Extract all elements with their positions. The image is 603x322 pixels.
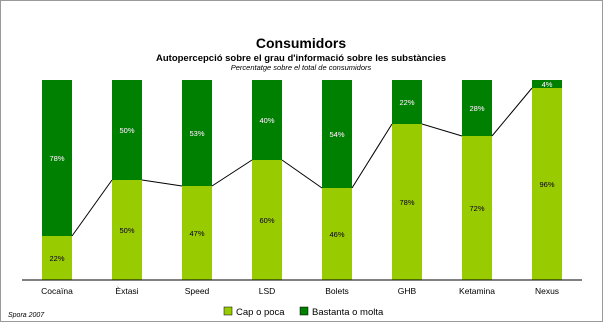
data-label-bastanta-o-molta-extasi: 50% bbox=[119, 126, 134, 135]
bar-cap-o-poca-ketamina bbox=[462, 136, 492, 280]
chart-note: Percentatge sobre el total de consumidor… bbox=[231, 63, 372, 72]
bar-bastanta-o-molta-ghb bbox=[392, 80, 422, 124]
legend-swatch-cap-o-poca bbox=[223, 306, 233, 316]
connector-line-lsd-bolets bbox=[281, 159, 323, 189]
bar-bastanta-o-molta-nexus bbox=[532, 80, 562, 88]
data-label-bastanta-o-molta-nexus: 4% bbox=[542, 80, 553, 89]
bar-cap-o-poca-extasi bbox=[112, 180, 142, 280]
bar-cap-o-poca-ghb bbox=[392, 124, 422, 280]
x-tick-label-speed: Speed bbox=[185, 286, 210, 296]
data-label-cap-o-poca-lsd: 60% bbox=[259, 216, 274, 225]
data-label-cap-o-poca-ketamina: 72% bbox=[469, 204, 484, 213]
connector-line-extasi-speed bbox=[141, 179, 183, 187]
data-label-bastanta-o-molta-cocaina: 78% bbox=[49, 154, 64, 163]
bar-bastanta-o-molta-cocaina bbox=[42, 80, 72, 236]
connector-line-ketamina-nexus bbox=[491, 87, 533, 137]
bar-cap-o-poca-nexus bbox=[532, 88, 562, 280]
chart-title: Consumidors bbox=[256, 35, 346, 51]
legend: Cap o poca Bastanta o molta bbox=[223, 306, 384, 318]
x-tick-label-lsd: LSD bbox=[259, 286, 276, 296]
data-label-bastanta-o-molta-ketamina: 28% bbox=[469, 104, 484, 113]
x-tick-label-ghb: GHB bbox=[398, 286, 417, 296]
x-tick-label-extasi: Èxtasi bbox=[115, 286, 138, 296]
source-note: Spora 2007 bbox=[8, 312, 45, 319]
bar-cap-o-poca-lsd bbox=[252, 160, 282, 280]
x-tick-label-bolets: Bolets bbox=[325, 286, 349, 296]
data-label-cap-o-poca-cocaina: 22% bbox=[49, 254, 64, 263]
data-label-cap-o-poca-ghb: 78% bbox=[399, 198, 414, 207]
connector-line-cocaina-extasi bbox=[71, 179, 113, 237]
connector-line-ghb-ketamina bbox=[421, 123, 463, 137]
legend-label-cap-o-poca: Cap o poca bbox=[236, 307, 285, 318]
connector-line-bolets-ghb bbox=[351, 123, 393, 189]
data-label-cap-o-poca-extasi: 50% bbox=[119, 226, 134, 235]
x-tick-label-ketamina: Ketamina bbox=[459, 286, 495, 296]
bar-bastanta-o-molta-lsd bbox=[252, 80, 282, 160]
data-label-bastanta-o-molta-ghb: 22% bbox=[399, 98, 414, 107]
bar-bastanta-o-molta-ketamina bbox=[462, 80, 492, 136]
plot-area: 22% 78% Cocaïna 50% 50% Èxtasi 47% 53% Speed 60% 4… bbox=[41, 80, 562, 296]
bar-cap-o-poca-cocaina bbox=[42, 236, 72, 280]
connector-line-speed-lsd bbox=[211, 159, 253, 187]
bar-cap-o-poca-bolets bbox=[322, 188, 352, 280]
x-tick-label-cocaina: Cocaïna bbox=[41, 286, 73, 296]
bar-bastanta-o-molta-bolets bbox=[322, 80, 352, 188]
legend-swatch-bastanta-o-molta bbox=[299, 306, 309, 316]
data-label-cap-o-poca-nexus: 96% bbox=[539, 180, 554, 189]
x-tick-label-nexus: Nexus bbox=[535, 286, 559, 296]
data-label-bastanta-o-molta-speed: 53% bbox=[189, 129, 204, 138]
bar-cap-o-poca-speed bbox=[182, 186, 212, 280]
data-label-cap-o-poca-bolets: 46% bbox=[329, 230, 344, 239]
data-label-cap-o-poca-speed: 47% bbox=[189, 229, 204, 238]
legend-label-bastanta-o-molta: Bastanta o molta bbox=[312, 307, 384, 318]
data-label-bastanta-o-molta-lsd: 40% bbox=[259, 116, 274, 125]
bar-bastanta-o-molta-extasi bbox=[112, 80, 142, 180]
data-label-bastanta-o-molta-bolets: 54% bbox=[329, 130, 344, 139]
chart-subtitle: Autopercepció sobre el grau d'informació… bbox=[156, 53, 446, 64]
bar-bastanta-o-molta-speed bbox=[182, 80, 212, 186]
